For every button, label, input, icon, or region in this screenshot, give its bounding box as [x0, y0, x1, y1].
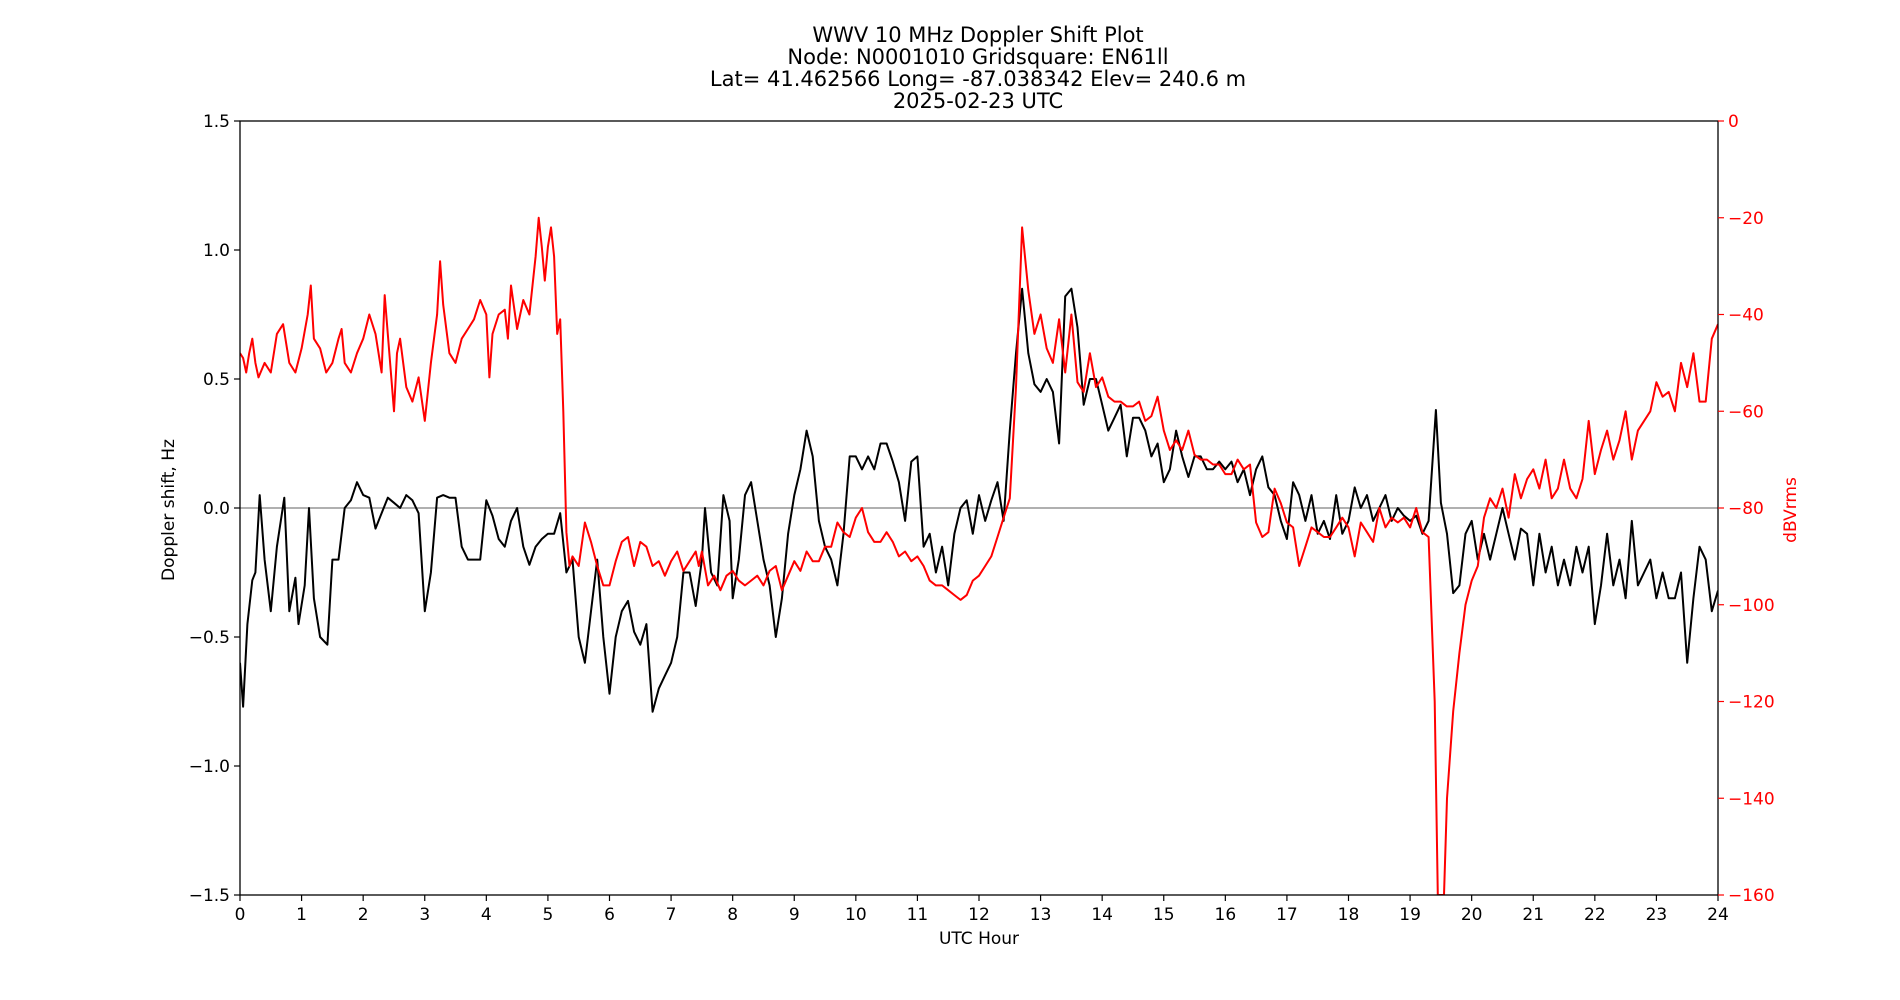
- y-tick-label: −1.0: [189, 757, 230, 777]
- title-line-2: Node: N0001010 Gridsquare: EN61ll: [787, 45, 1168, 69]
- x-tick-label: 10: [845, 905, 867, 925]
- x-tick-label: 5: [543, 905, 554, 925]
- y2-axis-label: dBVrms: [1781, 477, 1801, 543]
- x-tick-label: 15: [1153, 905, 1175, 925]
- y2-tick-label: −100: [1728, 596, 1775, 616]
- x-tick-label: 8: [727, 905, 738, 925]
- y2-tick-label: 0: [1728, 112, 1739, 132]
- x-tick-label: 24: [1707, 905, 1729, 925]
- x-tick-label: 20: [1461, 905, 1483, 925]
- x-tick-label: 23: [1646, 905, 1668, 925]
- x-tick-label: 19: [1399, 905, 1421, 925]
- y-tick-label: 0.0: [203, 499, 230, 519]
- title-line-3: Lat= 41.462566 Long= -87.038342 Elev= 24…: [710, 67, 1246, 91]
- x-tick-label: 11: [907, 905, 929, 925]
- x-tick-label: 18: [1338, 905, 1360, 925]
- y2-tick-label: −20: [1728, 209, 1764, 229]
- y-tick-label: −1.5: [189, 886, 230, 906]
- y2-tick-label: −60: [1728, 402, 1764, 422]
- y2-tick-label: −140: [1728, 789, 1775, 809]
- plot-area: 0 1 2 3 4 5 6 7 8 9 10 11 12 13 14 15 16 17 18 19 20 21 22 23 24…: [189, 112, 1775, 925]
- y2-tick-label: −40: [1728, 306, 1764, 326]
- y2-tick-label: −120: [1728, 693, 1775, 713]
- x-tick-label: 13: [1030, 905, 1052, 925]
- y2-tick-label: −160: [1728, 886, 1775, 906]
- x-tick-label: 1: [296, 905, 307, 925]
- power-series-line: [240, 216, 1718, 895]
- title-line-1: WWV 10 MHz Doppler Shift Plot: [812, 23, 1143, 47]
- y-tick-label: 1.5: [203, 112, 230, 132]
- x-tick-label: 16: [1215, 905, 1237, 925]
- chart-title: WWV 10 MHz Doppler Shift Plot Node: N000…: [710, 23, 1246, 113]
- x-tick-label: 7: [666, 905, 677, 925]
- y-tick-label: −0.5: [189, 628, 230, 648]
- x-tick-label: 14: [1091, 905, 1113, 925]
- x-tick-label: 9: [789, 905, 800, 925]
- x-tick-label: 0: [235, 905, 246, 925]
- x-tick-label: 2: [358, 905, 369, 925]
- title-line-4: 2025-02-23 UTC: [893, 89, 1063, 113]
- x-tick-label: 17: [1276, 905, 1298, 925]
- y2-tick-label: −80: [1728, 499, 1764, 519]
- x-tick-label: 12: [968, 905, 990, 925]
- x-tick-label: 6: [604, 905, 615, 925]
- y-tick-label: 0.5: [203, 370, 230, 390]
- y-axis-label: Doppler shift, Hz: [159, 439, 179, 581]
- x-tick-label: 4: [481, 905, 492, 925]
- y-tick-label: 1.0: [203, 241, 230, 261]
- x-axis-label: UTC Hour: [939, 929, 1019, 949]
- x-tick-label: 21: [1522, 905, 1544, 925]
- x-tick-label: 3: [419, 905, 430, 925]
- doppler-series-line: [240, 287, 1718, 713]
- x-tick-label: 22: [1584, 905, 1606, 925]
